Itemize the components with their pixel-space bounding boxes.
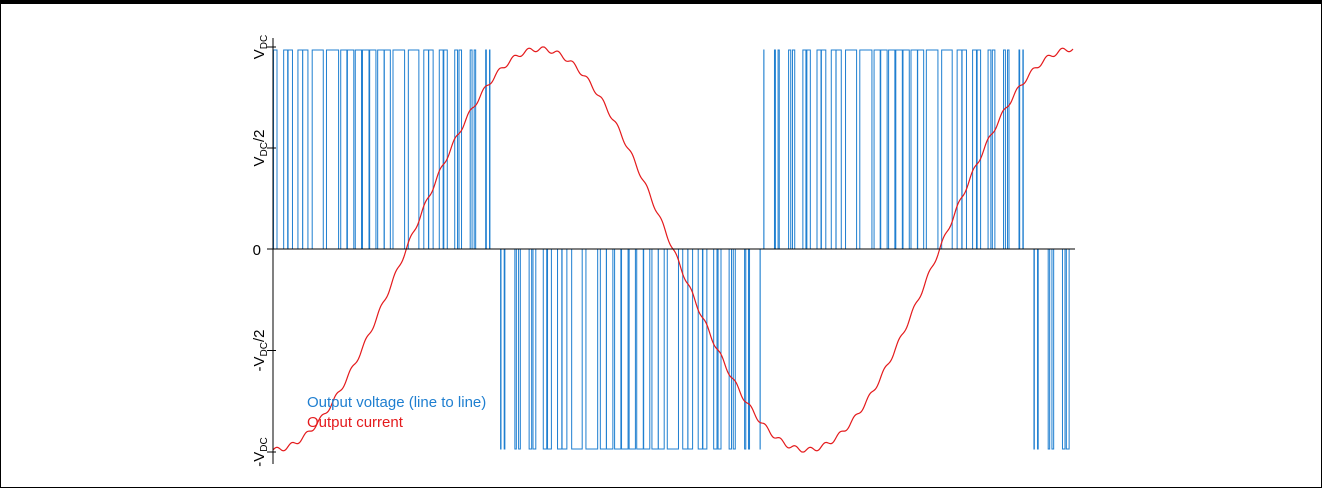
chart-plot: VDC VDC/2 0 -VDC/2 -VDC Output voltage (line… [251, 35, 1075, 467]
y-tick-label: 0 [253, 242, 261, 259]
legend-entry-voltage: Output voltage (line to line) [307, 394, 486, 411]
y-ticks: VDC VDC/2 0 -VDC/2 -VDC [251, 35, 276, 467]
legend-entry-current: Output current [307, 414, 404, 431]
y-tick-label: -VDC/2 [251, 330, 270, 372]
axes [267, 38, 1075, 464]
y-tick-label: VDC/2 [251, 130, 270, 167]
y-tick-label: VDC [251, 35, 270, 59]
y-tick-label: -VDC [251, 437, 270, 466]
legend: Output voltage (line to line) Output cur… [307, 394, 486, 431]
